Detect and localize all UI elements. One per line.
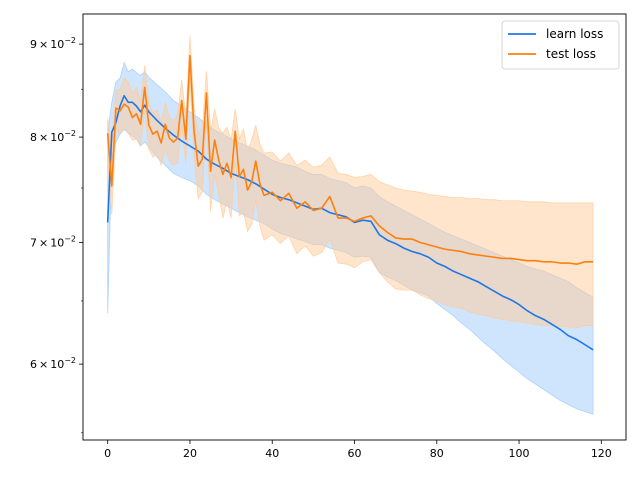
y-tick-exponent: −2 bbox=[64, 129, 76, 138]
lines-layer bbox=[106, 54, 594, 351]
y-tick-base: 10 bbox=[50, 358, 64, 371]
y-tick-mantissa: 6 bbox=[30, 358, 37, 371]
y-tick-multiply: × bbox=[39, 131, 48, 144]
y-tick-exponent: −2 bbox=[64, 36, 76, 45]
y-tick-base: 10 bbox=[50, 236, 64, 249]
x-tick-label: 80 bbox=[430, 447, 444, 460]
y-tick-mantissa: 9 bbox=[30, 38, 37, 51]
y-tick-label: 9 × 10−2 bbox=[30, 36, 76, 51]
x-axis: 0 20 40 60 80 100 120 bbox=[104, 440, 612, 460]
legend-label-test-loss: test loss bbox=[546, 47, 596, 61]
x-tick-label: 0 bbox=[104, 447, 111, 460]
y-tick-exponent: −2 bbox=[64, 356, 76, 365]
test-loss-line bbox=[106, 54, 594, 265]
legend-box bbox=[501, 20, 620, 70]
y-tick-label: 8 × 10−2 bbox=[30, 129, 76, 144]
y-tick-mantissa: 8 bbox=[30, 131, 37, 144]
y-tick-exponent: −2 bbox=[64, 234, 76, 243]
y-tick-label: 6 × 10−2 bbox=[30, 356, 76, 371]
x-tick-label: 60 bbox=[348, 447, 362, 460]
bands-layer bbox=[107, 35, 594, 415]
y-tick-label: 7 × 10−2 bbox=[30, 234, 76, 249]
y-tick-multiply: × bbox=[39, 236, 48, 249]
x-tick-label: 40 bbox=[265, 447, 279, 460]
y-tick-mantissa: 7 bbox=[30, 236, 37, 249]
x-tick-label: 100 bbox=[509, 447, 530, 460]
y-tick-base: 10 bbox=[50, 38, 64, 51]
legend-label-learn-loss: learn loss bbox=[546, 27, 603, 41]
test-loss-band bbox=[107, 35, 594, 329]
legend: learn loss test loss bbox=[501, 20, 620, 70]
y-axis: 6 × 10−27 × 10−28 × 10−29 × 10−2 bbox=[30, 36, 83, 434]
y-tick-base: 10 bbox=[50, 131, 64, 144]
x-tick-label: 120 bbox=[591, 447, 612, 460]
y-tick-multiply: × bbox=[39, 358, 48, 371]
learn-loss-line bbox=[106, 94, 594, 351]
x-tick-label: 20 bbox=[183, 447, 197, 460]
y-tick-multiply: × bbox=[39, 38, 48, 51]
